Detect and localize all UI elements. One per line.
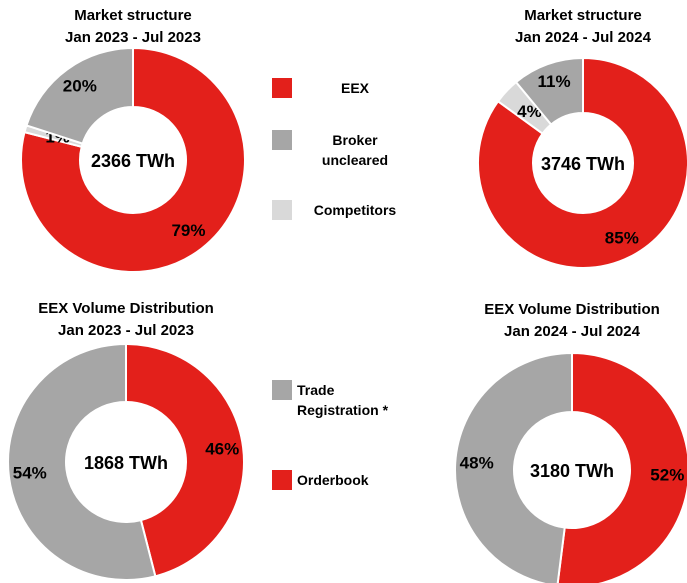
value-label: 46% (205, 439, 239, 458)
chart-title: Market structure (74, 7, 192, 24)
center-label: 3180 TWh (530, 461, 614, 481)
chart-subtitle: Jan 2023 - Jul 2023 (65, 29, 201, 46)
value-label: 52% (650, 465, 684, 484)
donut-slice (514, 56, 584, 126)
chart-subtitle: Jan 2024 - Jul 2024 (504, 323, 641, 340)
legend-swatch (272, 200, 292, 220)
legend-label: Broker uncleared (321, 132, 389, 168)
legend-swatch (272, 470, 292, 490)
donut-slice (7, 342, 157, 581)
value-label: 54% (13, 464, 47, 483)
value-label: 79% (171, 221, 205, 240)
chart-title: EEX Volume Distribution (484, 301, 660, 318)
legend-swatch (272, 130, 292, 150)
center-label: 1868 TWh (84, 453, 168, 473)
donut-slice (25, 46, 134, 145)
value-label: 48% (460, 453, 494, 472)
donut-slice (556, 351, 687, 583)
legend-label: Competitors (313, 202, 397, 218)
donut-slice (454, 351, 573, 583)
donut-slice (125, 342, 245, 578)
center-label: 2366 TWh (91, 151, 175, 171)
donut-slice (477, 56, 687, 269)
legend-swatch (272, 380, 292, 400)
legend-label: EEX (340, 80, 369, 96)
chart-subtitle: Jan 2024 - Jul 2024 (515, 29, 652, 46)
legend-swatch (272, 78, 292, 98)
chart-subtitle: Jan 2023 - Jul 2023 (58, 322, 194, 339)
value-label: 11% (537, 72, 570, 91)
legend-label: Orderbook (297, 472, 369, 488)
value-label: 20% (63, 76, 97, 95)
legend-label: Trade Registration * (297, 382, 389, 418)
value-label: 85% (605, 229, 639, 248)
center-label: 3746 TWh (541, 154, 625, 174)
donut-slice (20, 46, 246, 273)
chart-title: EEX Volume Distribution (38, 300, 214, 317)
chart-title: Market structure (524, 7, 642, 24)
